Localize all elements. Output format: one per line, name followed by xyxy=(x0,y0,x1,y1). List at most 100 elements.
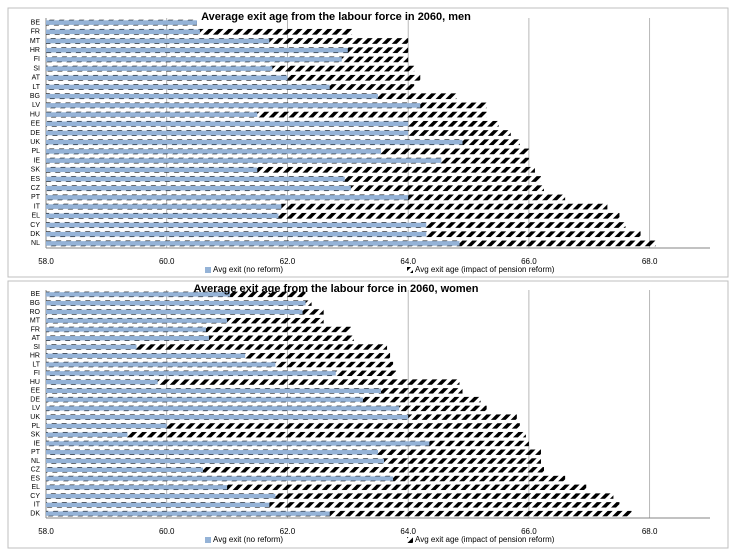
bar xyxy=(46,20,197,25)
bar xyxy=(46,485,228,490)
bar xyxy=(46,511,330,516)
bar xyxy=(46,167,258,173)
bar xyxy=(46,57,342,62)
y-tick-label: HU xyxy=(30,379,40,386)
legend-swatch xyxy=(205,267,211,273)
x-tick-label: 60.0 xyxy=(159,257,175,266)
bar xyxy=(46,510,632,517)
y-tick-label: FI xyxy=(34,370,40,377)
y-tick-label: IE xyxy=(33,440,40,447)
chart-title: Average exit age from the labour force i… xyxy=(201,11,471,23)
x-tick-label: 58.0 xyxy=(38,527,54,536)
bar xyxy=(46,336,209,341)
bar xyxy=(46,212,620,219)
bar xyxy=(46,222,427,228)
bar xyxy=(46,111,487,118)
y-tick-label: UK xyxy=(30,414,40,421)
y-tick-label: SK xyxy=(31,167,41,174)
chart-frame xyxy=(7,7,729,278)
y-tick-label: LV xyxy=(32,102,40,109)
bar xyxy=(46,458,385,464)
bar xyxy=(46,467,544,473)
legend-swatch xyxy=(407,267,413,273)
bar xyxy=(46,149,382,154)
y-tick-label: ES xyxy=(31,475,41,482)
bar xyxy=(46,397,363,402)
bar xyxy=(46,195,409,200)
chart-frame xyxy=(7,280,729,549)
chart-title: Average exit age from the labour force i… xyxy=(193,283,478,295)
y-tick-label: NL xyxy=(31,240,40,247)
bar xyxy=(46,66,273,71)
y-tick-label: PL xyxy=(31,423,40,430)
bar xyxy=(46,450,378,455)
bar xyxy=(46,362,276,367)
x-tick-label: 58.0 xyxy=(38,257,54,266)
y-tick-label: UK xyxy=(30,139,40,146)
y-tick-label: IT xyxy=(34,203,41,210)
bar xyxy=(46,112,258,117)
bar xyxy=(46,84,330,90)
y-tick-label: BG xyxy=(30,93,40,100)
bar xyxy=(46,38,270,44)
bar xyxy=(46,309,303,315)
y-tick-label: PT xyxy=(31,194,41,201)
bar xyxy=(46,166,535,173)
y-tick-label: EE xyxy=(31,388,41,395)
bar xyxy=(46,388,382,394)
bar xyxy=(46,493,614,499)
y-tick-label: HU xyxy=(30,111,40,118)
bar xyxy=(46,318,228,323)
y-tick-label: NL xyxy=(31,458,40,465)
bar xyxy=(46,476,394,481)
bar xyxy=(46,493,276,499)
bar xyxy=(46,121,409,127)
bar xyxy=(46,139,463,145)
bar xyxy=(46,371,336,376)
bar xyxy=(46,502,620,508)
legend-label: Avg exit (no reform) xyxy=(213,535,283,544)
x-tick-label: 62.0 xyxy=(280,527,296,536)
y-tick-label: DK xyxy=(30,231,40,238)
x-tick-label: 66.0 xyxy=(521,257,537,266)
y-tick-label: EL xyxy=(31,484,40,491)
y-tick-label: BE xyxy=(31,19,41,26)
y-tick-label: MT xyxy=(30,38,41,45)
legend-label: Avg exit (no reform) xyxy=(213,265,283,274)
bar xyxy=(46,203,608,210)
bar xyxy=(46,185,351,191)
y-tick-label: EE xyxy=(31,121,41,128)
legend-label: Avg exit age (impact of pension reform) xyxy=(415,265,555,274)
x-tick-label: 60.0 xyxy=(159,527,175,536)
bar xyxy=(46,176,345,182)
bar xyxy=(46,344,137,350)
x-tick-label: 66.0 xyxy=(521,527,537,536)
y-tick-label: LT xyxy=(32,84,40,91)
y-tick-label: DE xyxy=(30,396,40,403)
y-tick-label: EL xyxy=(31,213,40,220)
y-tick-label: BG xyxy=(30,300,40,307)
bar xyxy=(46,431,526,438)
x-tick-label: 64.0 xyxy=(400,527,416,536)
y-tick-label: LV xyxy=(32,405,40,412)
bar xyxy=(46,423,520,429)
legend-swatch xyxy=(407,537,413,543)
y-tick-label: HR xyxy=(30,47,40,54)
bar xyxy=(46,103,421,108)
bar xyxy=(46,241,460,246)
y-tick-label: FI xyxy=(34,56,40,63)
bar xyxy=(46,423,167,429)
y-tick-label: IE xyxy=(33,157,40,164)
y-tick-label: CY xyxy=(30,222,40,229)
y-tick-label: FR xyxy=(31,326,40,333)
y-tick-label: BE xyxy=(31,291,41,298)
bar xyxy=(46,379,158,385)
y-tick-label: CZ xyxy=(31,467,41,474)
y-tick-label: SK xyxy=(31,432,41,439)
y-tick-label: MT xyxy=(30,318,41,325)
x-tick-label: 64.0 xyxy=(400,257,416,266)
bar xyxy=(46,292,231,297)
bar xyxy=(46,231,427,237)
bar xyxy=(46,93,378,99)
